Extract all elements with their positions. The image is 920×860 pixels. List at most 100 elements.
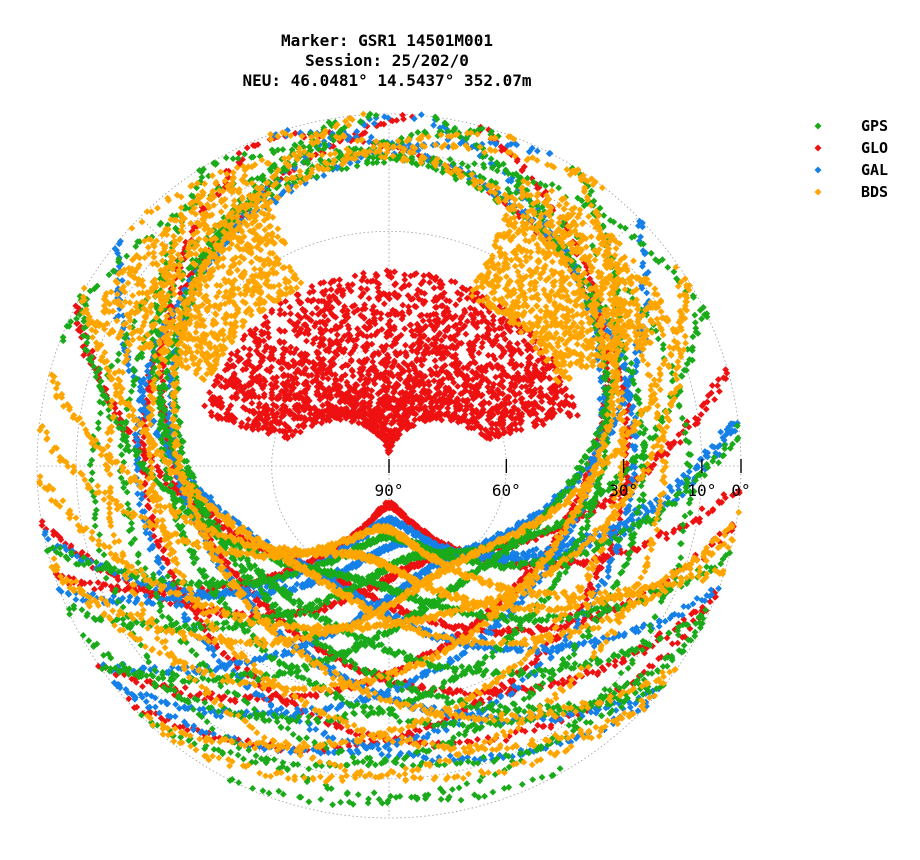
data-point-glo — [363, 285, 371, 293]
data-point-glo — [674, 639, 682, 647]
data-point-glo — [391, 268, 398, 276]
data-point-glo — [228, 350, 235, 358]
data-point-glo — [431, 357, 439, 364]
data-point-glo — [308, 283, 316, 290]
data-point-glo — [409, 332, 417, 339]
data-point-glo — [662, 530, 670, 538]
data-point-glo — [466, 304, 474, 312]
data-point-glo — [261, 313, 269, 321]
data-point-glo — [474, 736, 481, 743]
data-point-glo — [434, 332, 442, 339]
data-point-glo — [450, 415, 457, 423]
data-point-glo — [201, 402, 208, 410]
data-point-glo — [337, 376, 345, 383]
data-point-glo — [246, 351, 254, 359]
data-point-glo — [330, 355, 337, 362]
data-point-glo — [332, 322, 340, 330]
data-point-glo — [466, 388, 474, 396]
data-point-glo — [278, 365, 285, 373]
data-point-glo — [238, 419, 246, 427]
data-point-glo — [364, 341, 372, 349]
data-point-glo — [526, 352, 534, 360]
data-point-glo — [229, 362, 237, 369]
data-point-glo — [443, 297, 450, 304]
data-point-glo — [349, 281, 356, 288]
data-point-glo — [264, 405, 272, 412]
data-point-glo — [380, 300, 388, 308]
data-point-glo — [336, 276, 343, 284]
data-point-glo — [420, 272, 428, 280]
data-point-glo — [292, 369, 299, 377]
data-point-glo — [489, 313, 497, 320]
data-point-glo — [441, 362, 449, 369]
data-point-glo — [246, 345, 254, 353]
data-point-glo — [504, 372, 512, 380]
data-point-glo — [456, 296, 463, 303]
data-point-glo — [512, 415, 520, 422]
data-point-glo — [524, 341, 532, 349]
data-point-glo — [432, 363, 440, 371]
data-point-glo — [490, 317, 497, 324]
data-point-glo — [303, 351, 311, 359]
data-point-glo — [384, 272, 392, 279]
data-point-glo — [452, 301, 460, 309]
data-point-glo — [513, 426, 520, 433]
data-point-glo — [480, 400, 488, 408]
data-point-glo — [239, 366, 247, 374]
data-point-glo — [240, 344, 248, 352]
azimuth-diagonal-225 — [139, 686, 169, 716]
data-point-glo — [475, 349, 483, 357]
data-point-glo — [456, 738, 464, 746]
data-point-glo — [324, 317, 332, 324]
data-point-glo — [574, 412, 581, 419]
data-point-glo — [308, 310, 316, 317]
data-point-glo — [676, 439, 684, 446]
data-point-glo — [563, 392, 570, 400]
data-point-glo — [467, 311, 475, 319]
data-point-glo — [430, 284, 438, 292]
data-point-glo — [341, 303, 348, 310]
data-point-glo — [405, 367, 413, 375]
data-point-glo — [235, 149, 243, 157]
data-point-glo — [452, 351, 459, 359]
data-point-glo — [462, 330, 470, 338]
data-point-glo — [368, 387, 376, 394]
data-point-glo — [349, 372, 357, 380]
data-point-glo — [517, 361, 525, 369]
data-point-glo — [409, 341, 417, 349]
data-point-glo — [297, 428, 304, 436]
data-point-glo — [247, 330, 255, 338]
data-point-glo — [368, 340, 376, 348]
data-point-glo — [327, 327, 335, 335]
data-point-glo — [370, 363, 378, 371]
data-point-glo — [488, 425, 495, 433]
data-point-glo — [360, 314, 368, 322]
data-point-glo — [38, 518, 46, 525]
data-point-glo — [479, 339, 486, 347]
data-point-glo — [478, 343, 486, 351]
data-point-glo — [287, 310, 294, 318]
data-point-glo — [715, 376, 722, 383]
data-point-glo — [208, 412, 216, 420]
data-point-glo — [293, 380, 301, 387]
azimuth-diagonal-135 — [609, 686, 639, 716]
data-point-glo — [321, 312, 328, 320]
data-point-glo — [484, 352, 492, 359]
data-point-glo — [360, 273, 368, 281]
data-point-glo — [518, 383, 526, 391]
data-point-glo — [276, 306, 284, 314]
data-point-glo — [386, 310, 394, 318]
data-point-glo — [86, 579, 94, 587]
data-point-glo — [426, 279, 433, 286]
data-point-glo — [309, 378, 316, 386]
data-point-glo — [225, 406, 232, 413]
data-point-glo — [286, 303, 294, 311]
data-point-glo — [385, 383, 393, 390]
data-point-glo — [377, 315, 385, 322]
data-point-glo — [570, 401, 577, 409]
data-point-glo — [501, 335, 509, 343]
data-point-glo — [319, 402, 327, 409]
data-point-glo — [181, 684, 189, 691]
data-point-glo — [416, 344, 424, 352]
